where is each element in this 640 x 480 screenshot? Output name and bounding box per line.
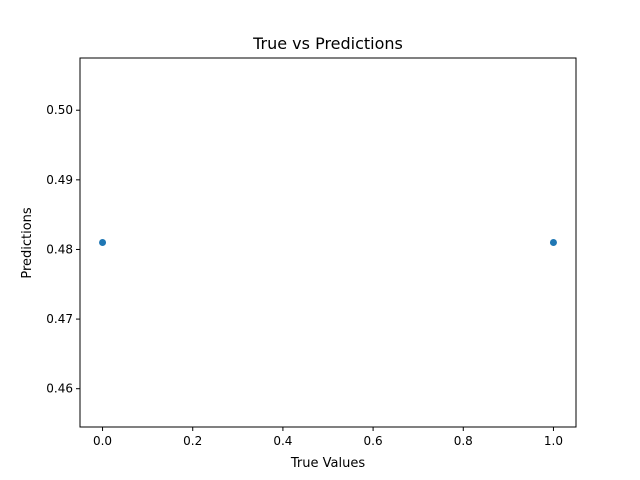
scatter-point <box>549 239 557 246</box>
chart-title: True vs Predictions <box>252 34 403 53</box>
y-axis-label: Predictions <box>20 207 35 279</box>
y-tick-label: 0.49 <box>46 173 73 187</box>
x-tick-label: 0.8 <box>454 434 473 448</box>
plot-area <box>99 239 557 246</box>
y-tick-label: 0.48 <box>46 242 73 256</box>
x-tick-label: 0.6 <box>364 434 383 448</box>
x-tick-label: 0.2 <box>183 434 202 448</box>
x-axis-label: True Values <box>290 456 365 471</box>
y-tick-label: 0.46 <box>46 382 73 396</box>
y-axis-ticks: 0.46 0.47 0.48 0.49 0.50 <box>46 103 80 396</box>
axes-frame <box>79 57 577 428</box>
x-axis-ticks: 0.0 0.2 0.4 0.6 0.8 1.0 <box>93 427 563 448</box>
x-tick-label: 0.4 <box>273 434 292 448</box>
x-tick-label: 0.0 <box>93 434 112 448</box>
x-tick-label: 1.0 <box>544 434 563 448</box>
y-tick-label: 0.47 <box>46 312 73 326</box>
scatter-point <box>99 239 107 246</box>
y-tick-label: 0.50 <box>46 103 73 117</box>
